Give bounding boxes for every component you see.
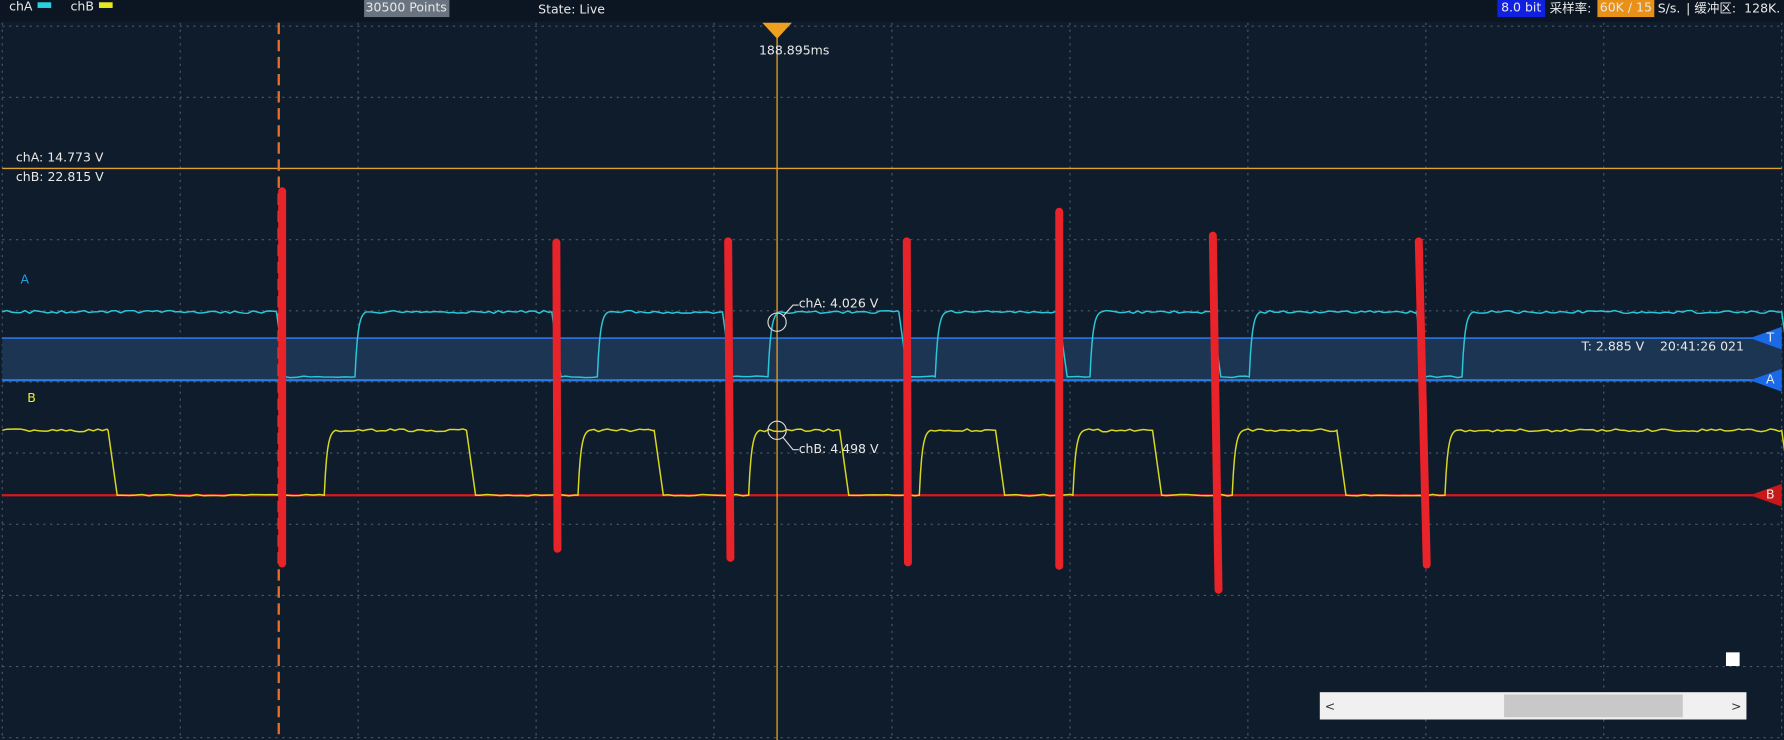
scroll-right[interactable]: > [1731,698,1741,713]
scroll-left[interactable]: < [1325,698,1335,713]
annotation-mark [907,241,908,562]
points: 30500 Points [366,0,447,14]
state: State: Live [538,2,605,17]
channel-a-label[interactable]: chA [9,0,33,13]
channel-a-swatch [38,2,52,8]
channel-a-marker-label: A [1766,372,1775,387]
sample-rate: 60K / 15 [1600,0,1652,14]
level-a: chA: 14.773 V [16,150,104,165]
scrollbar-thumb[interactable] [1504,694,1683,717]
channel-b-label[interactable]: chB [71,0,94,13]
sample-rate-unit: S/s. [1658,1,1681,16]
level-b: chB: 22.815 V [16,169,104,184]
buffer: 128K. [1744,1,1780,16]
annotation-mark [1213,236,1219,590]
annotation-mark [556,242,557,548]
probe-a-value: chA: 4.026 V [799,295,879,310]
trigger-band [2,338,1781,380]
channel-b-marker-label: B [1766,487,1775,502]
square-button[interactable] [1726,652,1740,666]
annotation-mark [728,241,730,557]
cursor-time: 188.895ms [759,43,829,58]
annotation-a: A [20,272,29,287]
annotation-b: B [27,390,36,405]
buffer-label: | 缓冲区: [1686,1,1736,16]
probe-b-value: chB: 4.498 V [799,441,879,456]
sample-rate-label: 采样率: [1550,1,1592,16]
bit-depth: 8.0 bit [1501,0,1541,14]
trigger-level: T: 2.885 V [1580,339,1644,354]
trigger-time: 20:41:26 021 [1660,339,1744,354]
trigger-marker-label: T [1766,330,1775,345]
channel-b-swatch [99,2,113,8]
